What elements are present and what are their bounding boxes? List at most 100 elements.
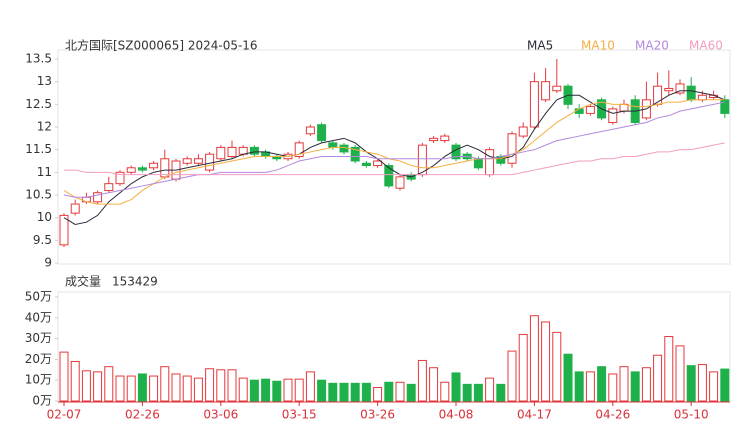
volume-bar xyxy=(339,382,349,402)
candle-body xyxy=(339,144,349,153)
candle-body xyxy=(216,146,226,160)
volume-bar xyxy=(518,333,528,402)
x-tick-label: 04-26 xyxy=(595,408,630,422)
volume-bar xyxy=(451,372,461,402)
x-tick-label: 03-26 xyxy=(360,408,395,422)
volume-bar xyxy=(171,373,181,402)
volume-bar xyxy=(93,371,103,402)
y-tick-label: 13.5 xyxy=(25,52,52,66)
volume-bar xyxy=(574,371,584,402)
volume-bar xyxy=(552,331,562,402)
volume-title: 成交量 xyxy=(65,274,101,289)
candle-body xyxy=(361,162,371,167)
volume-bar xyxy=(294,378,304,402)
legend-label: MA5 xyxy=(527,39,553,53)
candle-body xyxy=(585,106,595,114)
y-tick-label: 30万 xyxy=(25,331,52,345)
volume-bar xyxy=(507,350,517,402)
y-tick-label: 12 xyxy=(37,120,52,134)
volume-bar xyxy=(384,381,394,402)
y-tick-label: 13 xyxy=(37,74,52,88)
candle-body xyxy=(686,85,696,101)
volume-bar xyxy=(496,383,506,402)
candle-body xyxy=(126,167,136,173)
volume-bar xyxy=(686,365,696,402)
volume-bar xyxy=(328,382,338,402)
x-tick-label: 04-17 xyxy=(517,408,552,422)
volume-bar xyxy=(115,375,125,402)
candle-body xyxy=(317,124,327,142)
volume-bar xyxy=(305,371,315,402)
candle-body xyxy=(193,158,203,164)
y-tick-label: 11 xyxy=(37,165,52,179)
volume-bar xyxy=(395,381,405,402)
legend-label: MA60 xyxy=(689,39,723,53)
candle-body xyxy=(518,126,528,137)
y-tick-label: 20万 xyxy=(25,352,52,366)
candle-body xyxy=(182,158,192,164)
volume-bar xyxy=(440,381,450,402)
ma-line xyxy=(63,99,725,205)
volume-latest: 153429 xyxy=(112,275,158,289)
volume-bar xyxy=(619,366,629,402)
candle-body xyxy=(59,214,69,246)
volume-bar xyxy=(81,370,91,402)
y-tick-label: 0万 xyxy=(32,394,52,408)
volume-bar xyxy=(216,369,226,402)
volume-bar xyxy=(160,366,170,402)
candle-body xyxy=(93,192,103,203)
volume-bar xyxy=(193,377,203,402)
volume-bar xyxy=(417,359,427,402)
candle-body xyxy=(529,81,539,128)
candle-body xyxy=(720,99,730,114)
candle-body xyxy=(328,142,338,148)
volume-bar xyxy=(261,378,271,402)
volume-bar xyxy=(104,366,114,402)
volume-bar xyxy=(630,371,640,402)
volume-bar xyxy=(675,345,685,402)
ma-line xyxy=(63,90,725,225)
candle-body xyxy=(675,83,685,94)
volume-bar xyxy=(249,379,259,402)
x-tick-label: 02-07 xyxy=(47,408,82,422)
y-tick-label: 9 xyxy=(44,256,52,270)
y-tick-label: 12.5 xyxy=(25,97,52,111)
volume-bar xyxy=(720,368,730,402)
y-tick-label: 40万 xyxy=(25,310,52,324)
volume-bar xyxy=(149,375,159,402)
volume-bar xyxy=(585,371,595,402)
candle-body xyxy=(440,135,450,142)
y-tick-label: 11.5 xyxy=(25,142,52,156)
candle-body xyxy=(373,160,383,167)
x-tick-label: 03-15 xyxy=(282,408,317,422)
y-tick-label: 10 xyxy=(37,210,52,224)
volume-bar xyxy=(70,360,80,402)
candle-body xyxy=(294,142,304,157)
volume-bar xyxy=(541,321,551,402)
candle-body xyxy=(664,87,674,92)
volume-bar xyxy=(361,382,371,402)
candle-body xyxy=(473,158,483,169)
legend-label: MA10 xyxy=(581,39,615,53)
candle-body xyxy=(429,137,439,142)
volume-bar xyxy=(709,371,719,402)
volume-bar xyxy=(283,378,293,402)
legend-label: MA20 xyxy=(635,39,669,53)
volume-bar xyxy=(126,375,136,402)
y-tick-label: 10万 xyxy=(25,373,52,387)
volume-bar xyxy=(462,383,472,402)
volume-bar xyxy=(473,383,483,402)
candle-body xyxy=(552,85,562,92)
volume-bar xyxy=(653,354,663,402)
volume-bar xyxy=(563,353,573,402)
candle-body xyxy=(541,81,551,101)
candle-body xyxy=(205,153,215,171)
candle-body xyxy=(149,162,159,169)
candle-body xyxy=(249,146,259,155)
x-tick-label: 05-10 xyxy=(674,408,709,422)
volume-bar xyxy=(429,367,439,402)
volume-bar xyxy=(137,373,147,402)
candle-body xyxy=(395,176,405,189)
volume-bar xyxy=(664,336,674,402)
